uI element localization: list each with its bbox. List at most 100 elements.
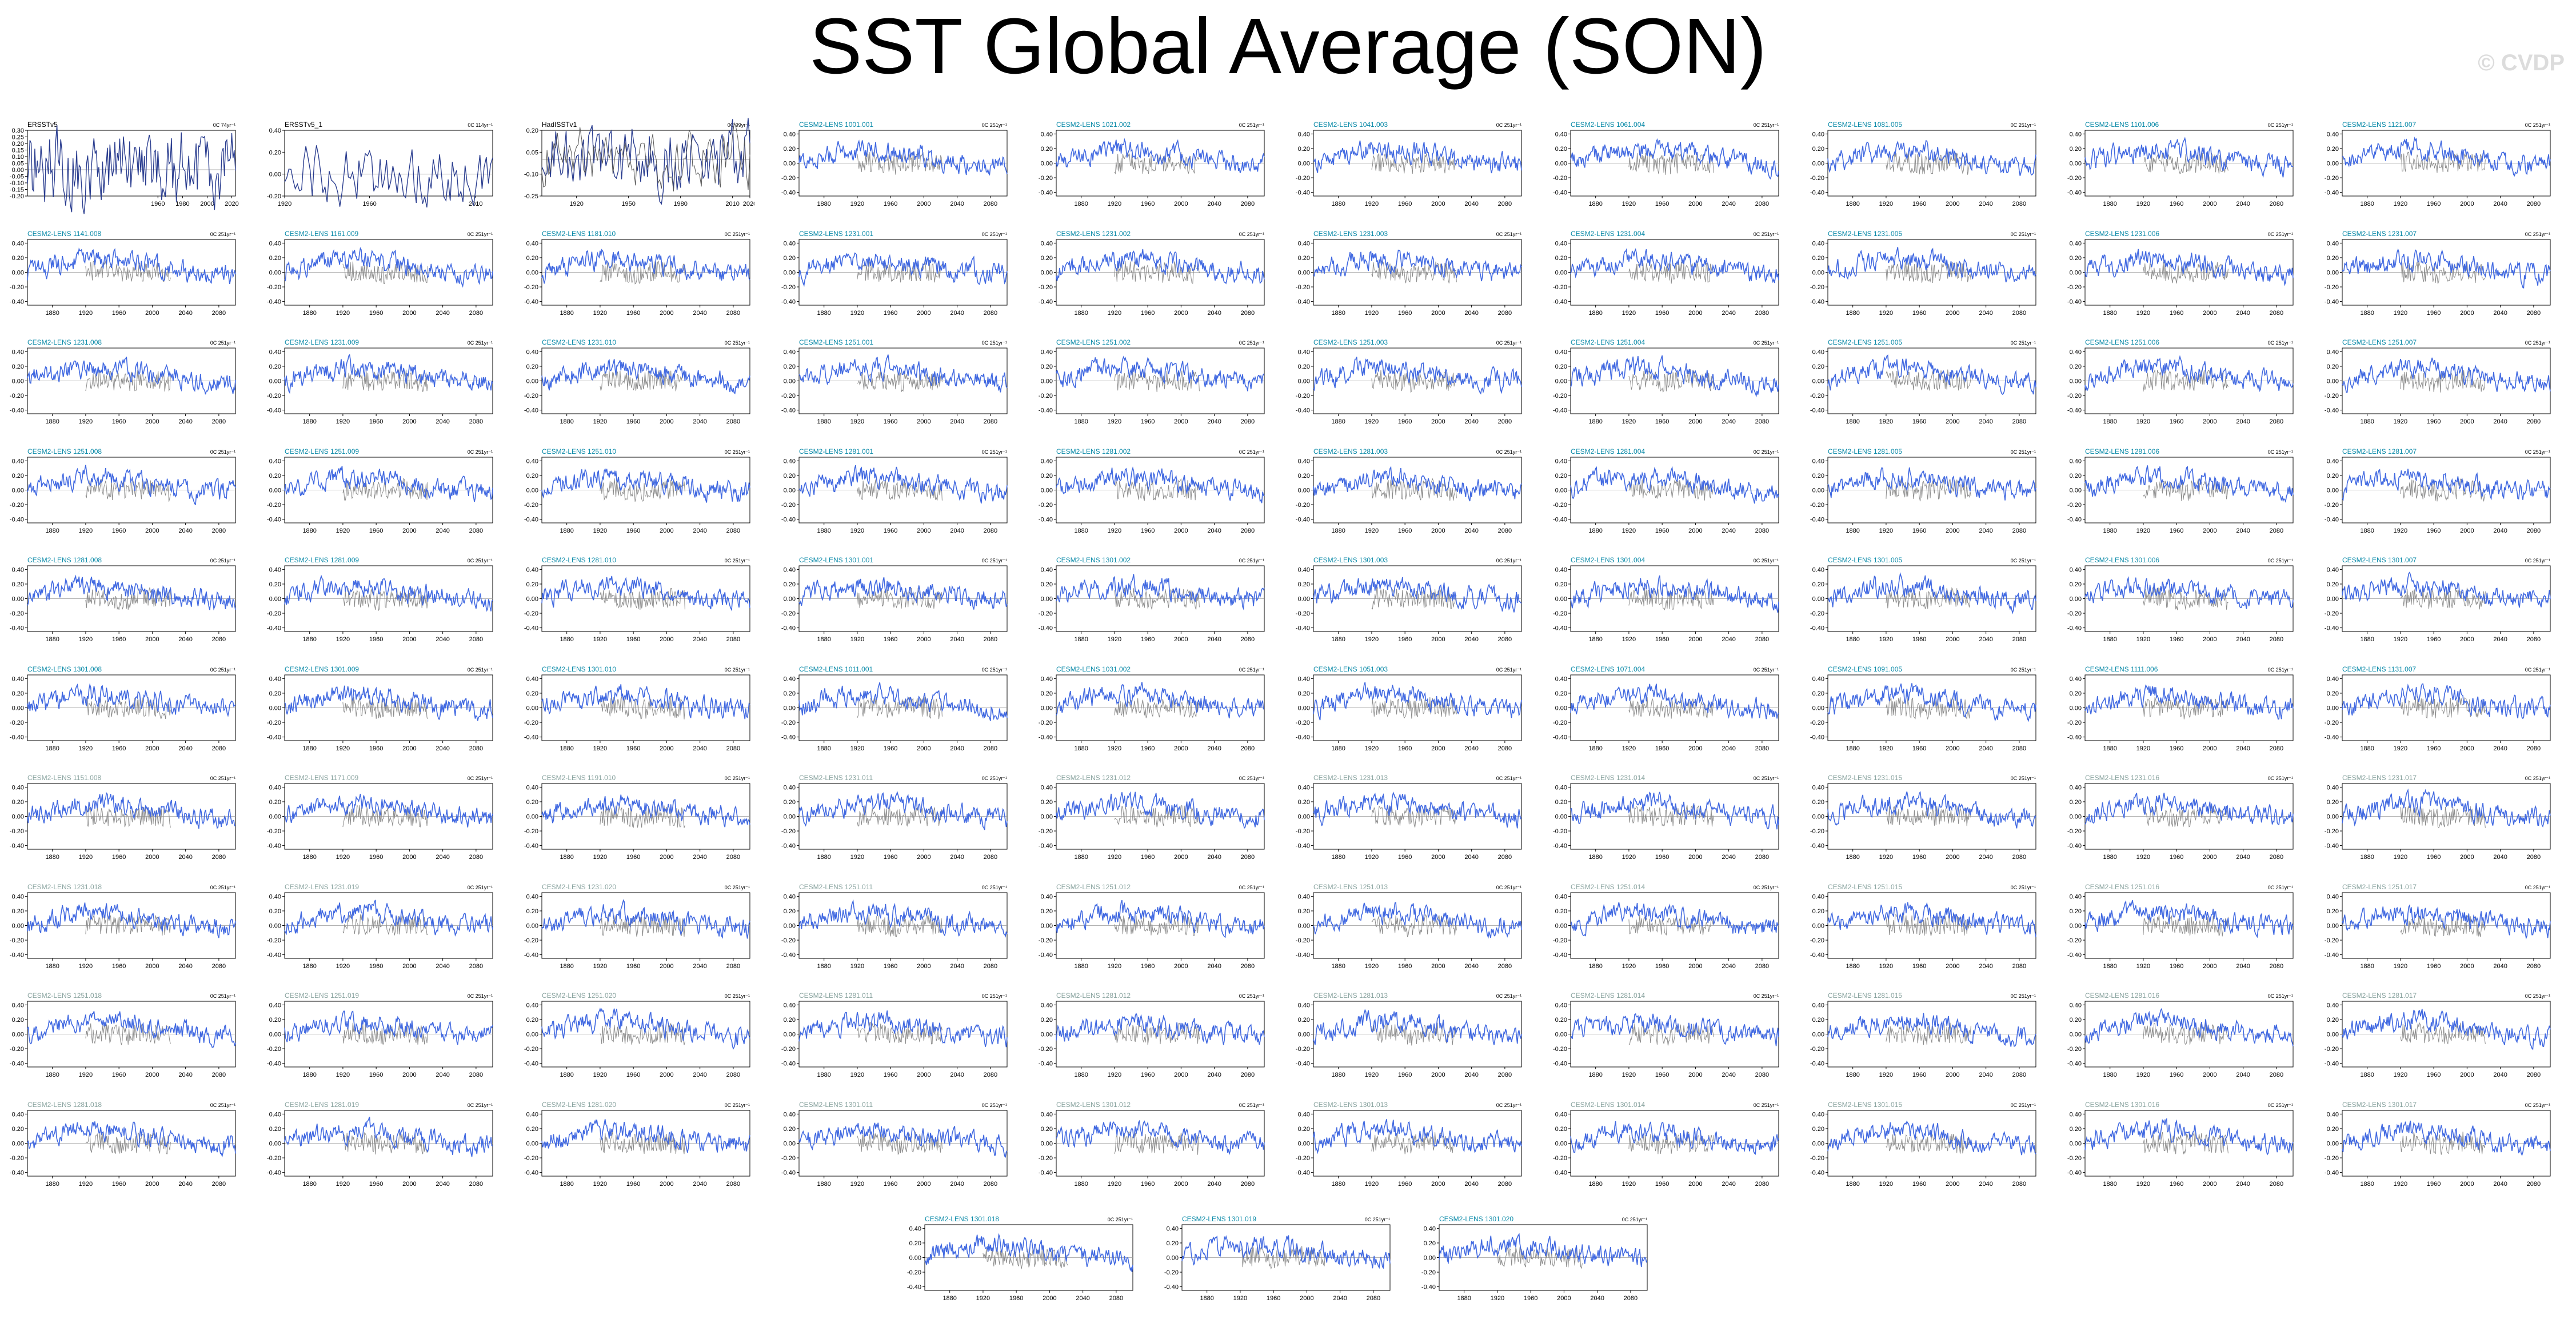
y-tick-label: 0.40 [1812,131,1824,138]
x-tick-label: 2080 [1498,1072,1512,1078]
y-tick-label: 0.40 [269,127,281,134]
y-tick-label: 0.00 [1041,705,1053,712]
x-tick-label: 2040 [1979,527,1992,534]
y-tick-label: -0.20 [1039,1046,1053,1053]
series-line [284,465,493,502]
sst-panel: CESM2-LENS 1251.013 0C 251yr⁻¹-0.40-0.200… [1296,883,1522,970]
x-tick-label: 1920 [1108,201,1121,207]
x-tick-label: 1960 [884,745,897,752]
y-tick-label: -0.40 [781,625,796,632]
panel-label: CESM2-LENS 1281.007 [2342,447,2417,455]
x-tick-label: 2080 [2270,310,2283,317]
y-tick-label: 0.00 [269,378,281,385]
sst-panel: CESM2-LENS 1251.002 0C 251yr⁻¹-0.40-0.200… [1039,338,1265,425]
x-tick-label: 2080 [2527,310,2541,317]
obs-overlay-line [1628,478,1714,501]
y-tick-label: 0.00 [269,922,281,929]
x-tick-label: 1880 [45,310,59,317]
panel-label: CESM2-LENS 1301.003 [1313,556,1388,564]
obs-overlay-line [1114,698,1200,718]
y-tick-label: 0.20 [12,1017,24,1024]
x-tick-label: 1920 [336,1181,350,1188]
y-tick-label: -0.40 [1296,190,1310,197]
x-tick-label: 1960 [884,854,897,861]
sst-panel: CESM2-LENS 1301.012 0C 251yr⁻¹-0.40-0.200… [1039,1101,1265,1188]
y-tick-label: 0.40 [269,458,281,465]
y-tick-label: -0.20 [267,284,281,291]
y-tick-label: 0.40 [1555,1002,1567,1009]
series-line [1827,1013,2036,1047]
y-tick-label: 0.20 [2327,690,2339,697]
trend-label: 0C 251yr⁻¹ [2525,993,2550,999]
sst-panel: CESM2-LENS 1301.008 0C 251yr⁻¹-0.40-0.200… [10,665,236,752]
x-tick-label: 1880 [1074,201,1088,207]
y-tick-label: -0.20 [781,828,796,835]
x-tick-label: 2080 [469,963,483,970]
y-tick-label: 0.20 [269,254,281,261]
obs-overlay-line [1114,260,1200,284]
x-tick-label: 2040 [2236,1072,2250,1078]
x-tick-label: 2080 [2527,201,2541,207]
x-tick-label: 2040 [1076,1295,1089,1302]
y-tick-label: 0.00 [784,378,796,385]
x-tick-label: 2040 [1722,1181,1735,1188]
obs-overlay-line [600,696,685,720]
y-tick-label: 0.20 [1555,908,1567,914]
y-tick-label: -0.20 [2325,828,2339,835]
x-tick-label: 1920 [1108,310,1121,317]
y-tick-label: -0.40 [10,1169,24,1176]
x-tick-label: 1960 [1655,418,1669,425]
y-tick-label: 0.40 [1041,1002,1053,1009]
y-tick-label: -0.40 [524,516,538,523]
y-tick-label: -0.20 [524,720,538,726]
x-tick-label: 2040 [1464,745,1478,752]
y-tick-label: -0.40 [1039,1061,1053,1068]
y-tick-label: 0.40 [1167,1225,1179,1232]
panel-label: CESM2-LENS 1091.005 [1828,665,1902,673]
x-tick-label: 2040 [2236,963,2250,970]
x-tick-label: 2040 [436,418,449,425]
trend-label: 0C 251yr⁻¹ [2011,885,2036,890]
panel-label: CESM2-LENS 1051.003 [1313,665,1388,673]
x-tick-label: 1880 [2103,1072,2116,1078]
y-tick-label: -0.40 [2325,952,2339,958]
trend-label: 0C 251yr⁻¹ [1239,667,1264,673]
obs-overlay-line [1114,370,1200,393]
panel-label: CESM2-LENS 1041.003 [1313,121,1388,129]
x-tick-label: 2000 [1431,636,1445,643]
x-tick-label: 1880 [2360,527,2374,534]
x-tick-label: 1960 [2427,854,2441,861]
series-line [27,357,236,395]
x-tick-label: 1880 [1846,1072,1859,1078]
x-tick-label: 1920 [569,201,583,207]
x-tick-label: 1960 [884,527,897,534]
y-tick-label: 0.20 [1812,690,1824,697]
x-tick-label: 1920 [2394,636,2407,643]
series-line [541,118,750,205]
trend-label: 0C 251yr⁻¹ [1239,1102,1264,1108]
y-tick-label: 0.00 [269,705,281,712]
y-tick-label: 0.20 [2327,908,2339,914]
panel-label: CESM2-LENS 1191.010 [542,774,616,782]
y-tick-label: 0.15 [12,147,24,154]
y-tick-label: -0.40 [1296,952,1310,958]
series-line [1313,465,1522,501]
x-tick-label: 2040 [2493,1072,2507,1078]
sst-panel: CESM2-LENS 1281.001 0C 251yr⁻¹-0.40-0.200… [781,447,1008,534]
y-tick-label: 0.40 [12,1111,24,1118]
sst-panel: CESM2-LENS 1301.009 0C 251yr⁻¹-0.40-0.200… [267,665,493,752]
x-tick-label: 1920 [850,1072,864,1078]
x-tick-label: 1880 [1846,963,1859,970]
y-tick-label: 0.20 [2070,1017,2082,1024]
x-tick-label: 1880 [2360,745,2374,752]
trend-label: 0C 251yr⁻¹ [1754,1102,1779,1108]
y-tick-label: -0.40 [267,952,281,958]
series-line [798,354,1008,393]
x-tick-label: 1920 [850,201,864,207]
y-tick-label: -0.20 [1553,502,1567,509]
x-tick-label: 2000 [1300,1295,1313,1302]
y-tick-label: -0.20 [267,393,281,399]
x-tick-label: 1880 [2360,854,2374,861]
trend-label: 0C 251yr⁻¹ [982,231,1007,237]
y-tick-label: 0.00 [909,1255,921,1262]
